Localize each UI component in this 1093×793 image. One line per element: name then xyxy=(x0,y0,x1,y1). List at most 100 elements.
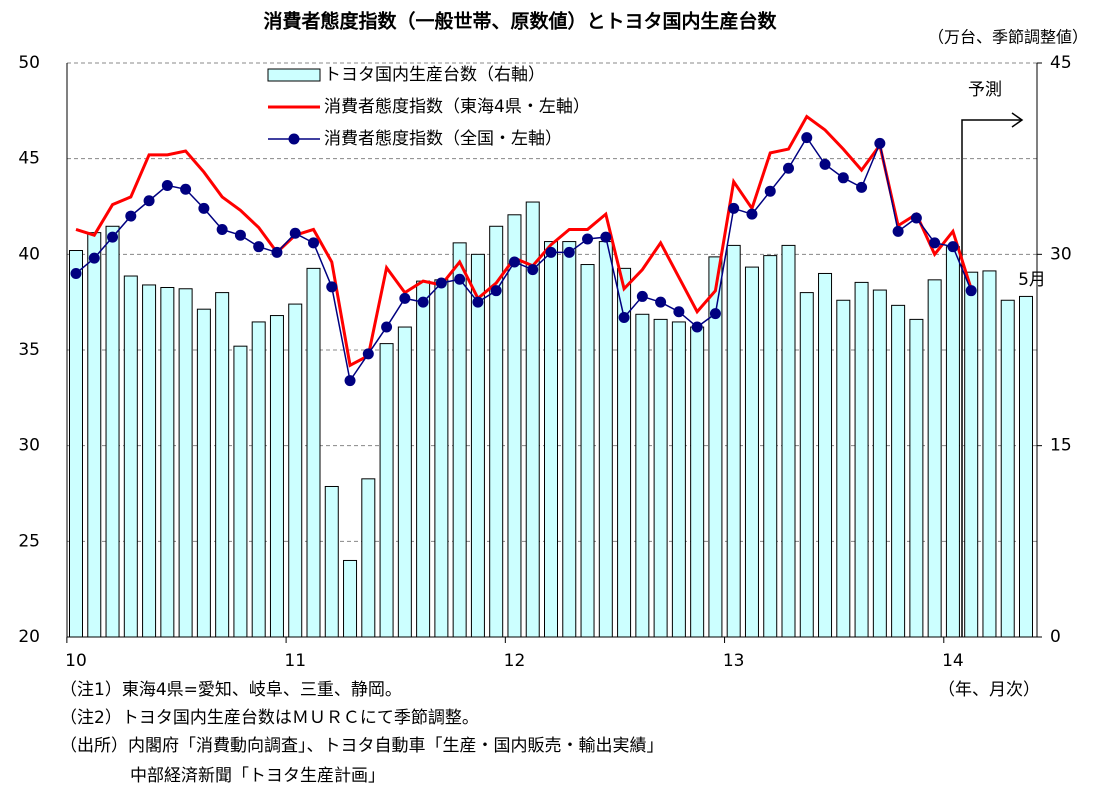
y-tick-label: 45 xyxy=(18,149,40,169)
point xyxy=(965,285,977,297)
bar xyxy=(854,281,869,638)
bar xyxy=(434,279,449,638)
point xyxy=(362,348,374,360)
y2-tick-label: 0 xyxy=(1050,627,1061,647)
bar xyxy=(617,267,632,638)
note: （注2）トヨタ国内生産台数はＭＵＲＣにて季節調整。 xyxy=(60,708,479,728)
bar xyxy=(635,313,650,638)
bar xyxy=(160,286,175,638)
point xyxy=(801,132,813,144)
point xyxy=(618,311,630,323)
x-tick-label: 11 xyxy=(284,651,306,671)
y-tick-label: 40 xyxy=(18,244,40,264)
x-tick-label: 12 xyxy=(504,651,526,671)
y-tick-label: 20 xyxy=(18,627,40,647)
forecast-arrow xyxy=(1011,112,1024,128)
point xyxy=(837,172,849,184)
bar xyxy=(544,241,558,638)
chart-title: 消費者態度指数（一般世帯、原数値）とトヨタ国内生産台数 xyxy=(263,10,777,33)
note: 中部経済新聞「トヨタ生産計画」 xyxy=(130,766,385,786)
point xyxy=(198,202,210,214)
point xyxy=(947,241,959,253)
bar xyxy=(69,250,83,638)
point xyxy=(856,181,868,193)
bar xyxy=(251,321,266,638)
point xyxy=(180,183,192,195)
x-unit-label: （年、月次） xyxy=(938,680,1040,700)
bar xyxy=(178,288,193,638)
legend-label: 消費者態度指数（東海4県・左軸） xyxy=(324,97,590,117)
point xyxy=(764,185,776,197)
point xyxy=(326,281,338,293)
x-tick-label: 14 xyxy=(942,651,964,671)
legend-label: トヨタ国内生産台数（右軸） xyxy=(324,65,545,85)
point xyxy=(271,246,283,258)
forecast-marker xyxy=(961,119,1022,637)
bar xyxy=(269,315,284,638)
point xyxy=(655,296,667,308)
point xyxy=(892,225,904,237)
point xyxy=(636,290,648,302)
point xyxy=(819,158,831,170)
bar xyxy=(361,478,376,638)
bar xyxy=(872,289,887,638)
point xyxy=(70,267,82,279)
y-tick-label: 25 xyxy=(18,531,40,551)
bar xyxy=(142,284,157,638)
bar xyxy=(726,244,741,638)
series-line xyxy=(75,114,973,368)
y2-tick-label: 30 xyxy=(1050,244,1072,264)
legend-swatch xyxy=(267,68,321,82)
bar xyxy=(507,214,522,638)
bar xyxy=(123,275,138,638)
point xyxy=(107,231,119,243)
point xyxy=(691,321,703,333)
bar xyxy=(836,299,851,638)
point xyxy=(728,202,740,214)
bar xyxy=(343,559,358,638)
point xyxy=(582,233,594,245)
point xyxy=(88,252,100,264)
x-tick-label: 10 xyxy=(65,651,87,671)
point xyxy=(472,296,484,308)
point xyxy=(125,210,137,222)
bar xyxy=(744,266,759,638)
bar xyxy=(1019,295,1033,638)
note: （出所）内閣府「消費動向調査」、トヨタ自動車「生産・国内販売・輸出実績」 xyxy=(60,736,664,756)
point xyxy=(289,227,301,239)
point xyxy=(161,179,173,191)
bar xyxy=(799,292,814,638)
bar xyxy=(598,241,613,638)
bar xyxy=(397,326,412,638)
bar xyxy=(215,292,230,638)
y2-tick-label: 15 xyxy=(1050,436,1072,456)
x-tick-label: 13 xyxy=(723,651,745,671)
bar xyxy=(196,308,211,638)
point xyxy=(143,195,155,207)
point xyxy=(344,375,356,387)
y-tick-label: 30 xyxy=(18,436,40,456)
point xyxy=(381,321,393,333)
bar xyxy=(982,270,997,638)
bar xyxy=(909,318,924,638)
bar xyxy=(763,255,778,638)
point xyxy=(454,273,466,285)
bar xyxy=(416,280,431,638)
bar xyxy=(1000,299,1015,638)
point xyxy=(746,208,758,220)
bar xyxy=(891,304,906,638)
point xyxy=(783,162,794,174)
legend-label: 消費者態度指数（全国・左軸） xyxy=(324,129,562,149)
point xyxy=(216,223,228,235)
bar xyxy=(379,343,394,638)
bar xyxy=(690,326,705,638)
forecast-label: 予測 xyxy=(968,80,1002,100)
point xyxy=(600,231,612,243)
point xyxy=(253,241,265,253)
month-label: 5月 xyxy=(1018,270,1046,290)
bar xyxy=(470,253,485,638)
y2-tick-label: 45 xyxy=(1050,53,1072,73)
bar xyxy=(964,271,979,638)
